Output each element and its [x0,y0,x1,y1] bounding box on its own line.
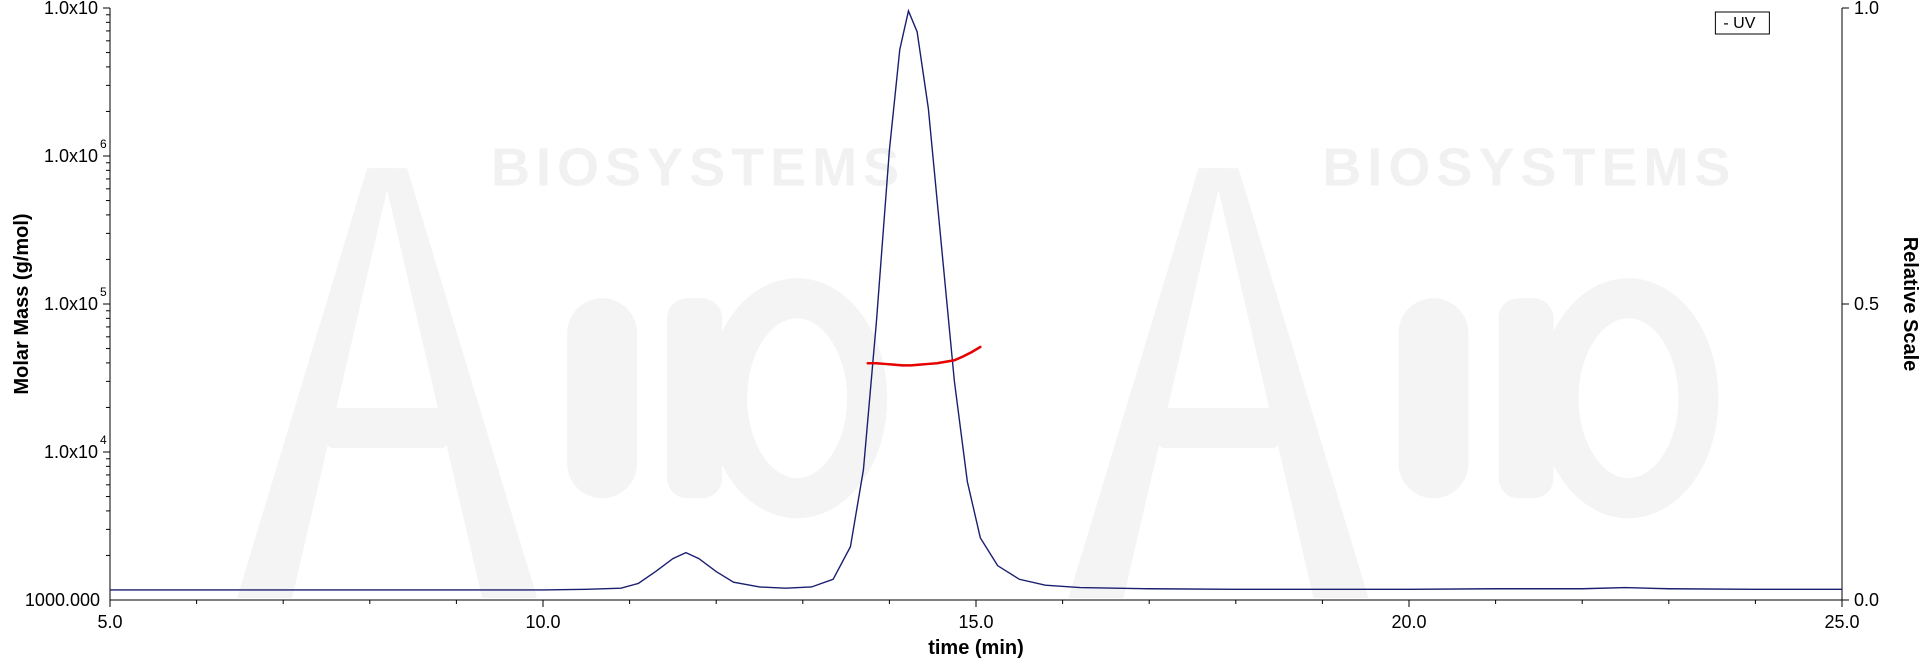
chromatogram-chart: BIOSYSTEMS BIOSYSTEMS 5.0 10.0 15.0 20.0 25.0 t… [0,0,1920,672]
y-left-tick-label: 1.0x106 [44,137,107,166]
svg-text:4: 4 [100,433,107,447]
y-left-tick-label: 1.0x104 [44,433,107,462]
x-tick-label: 15.0 [958,612,993,632]
chart-svg: BIOSYSTEMS BIOSYSTEMS 5.0 10.0 15.0 20.0 25.0 t… [0,0,1920,672]
x-tick-label: 10.0 [525,612,560,632]
x-tick-label: 5.0 [97,612,122,632]
svg-text:6: 6 [100,137,107,151]
y-right-tick-label: 1.0 [1854,0,1879,18]
svg-text:7: 7 [100,0,107,3]
legend-entry-uv: - UV [1723,15,1755,32]
y-left-tick-label: 1.0x107 [44,0,107,18]
svg-text:1.0x10: 1.0x10 [44,442,98,462]
y-left-bottom-tick-label: 1000.000 [25,590,100,610]
y-right-tick-label: 0.5 [1854,294,1879,314]
x-tick-label: 20.0 [1391,612,1426,632]
molar-mass-trace [868,347,981,366]
y-right-axis-label: Relative Scale [1899,237,1920,372]
svg-text:1.0x10: 1.0x10 [44,294,98,314]
y-left-axis-label: Molar Mass (g/mol) [11,213,33,394]
watermark-shape [1068,168,1698,598]
y-left-tick-label: 1.0x105 [44,285,107,314]
watermark-text: BIOSYSTEMS [491,138,905,198]
watermark-text: BIOSYSTEMS [1322,138,1736,198]
x-axis-label: time (min) [928,637,1024,659]
svg-text:1.0x10: 1.0x10 [44,146,98,166]
x-tick-label: 25.0 [1824,612,1859,632]
svg-text:1.0x10: 1.0x10 [44,0,98,18]
svg-text:5: 5 [100,285,107,299]
watermark-shape [237,168,867,598]
y-right-tick-label: 0.0 [1854,590,1879,610]
